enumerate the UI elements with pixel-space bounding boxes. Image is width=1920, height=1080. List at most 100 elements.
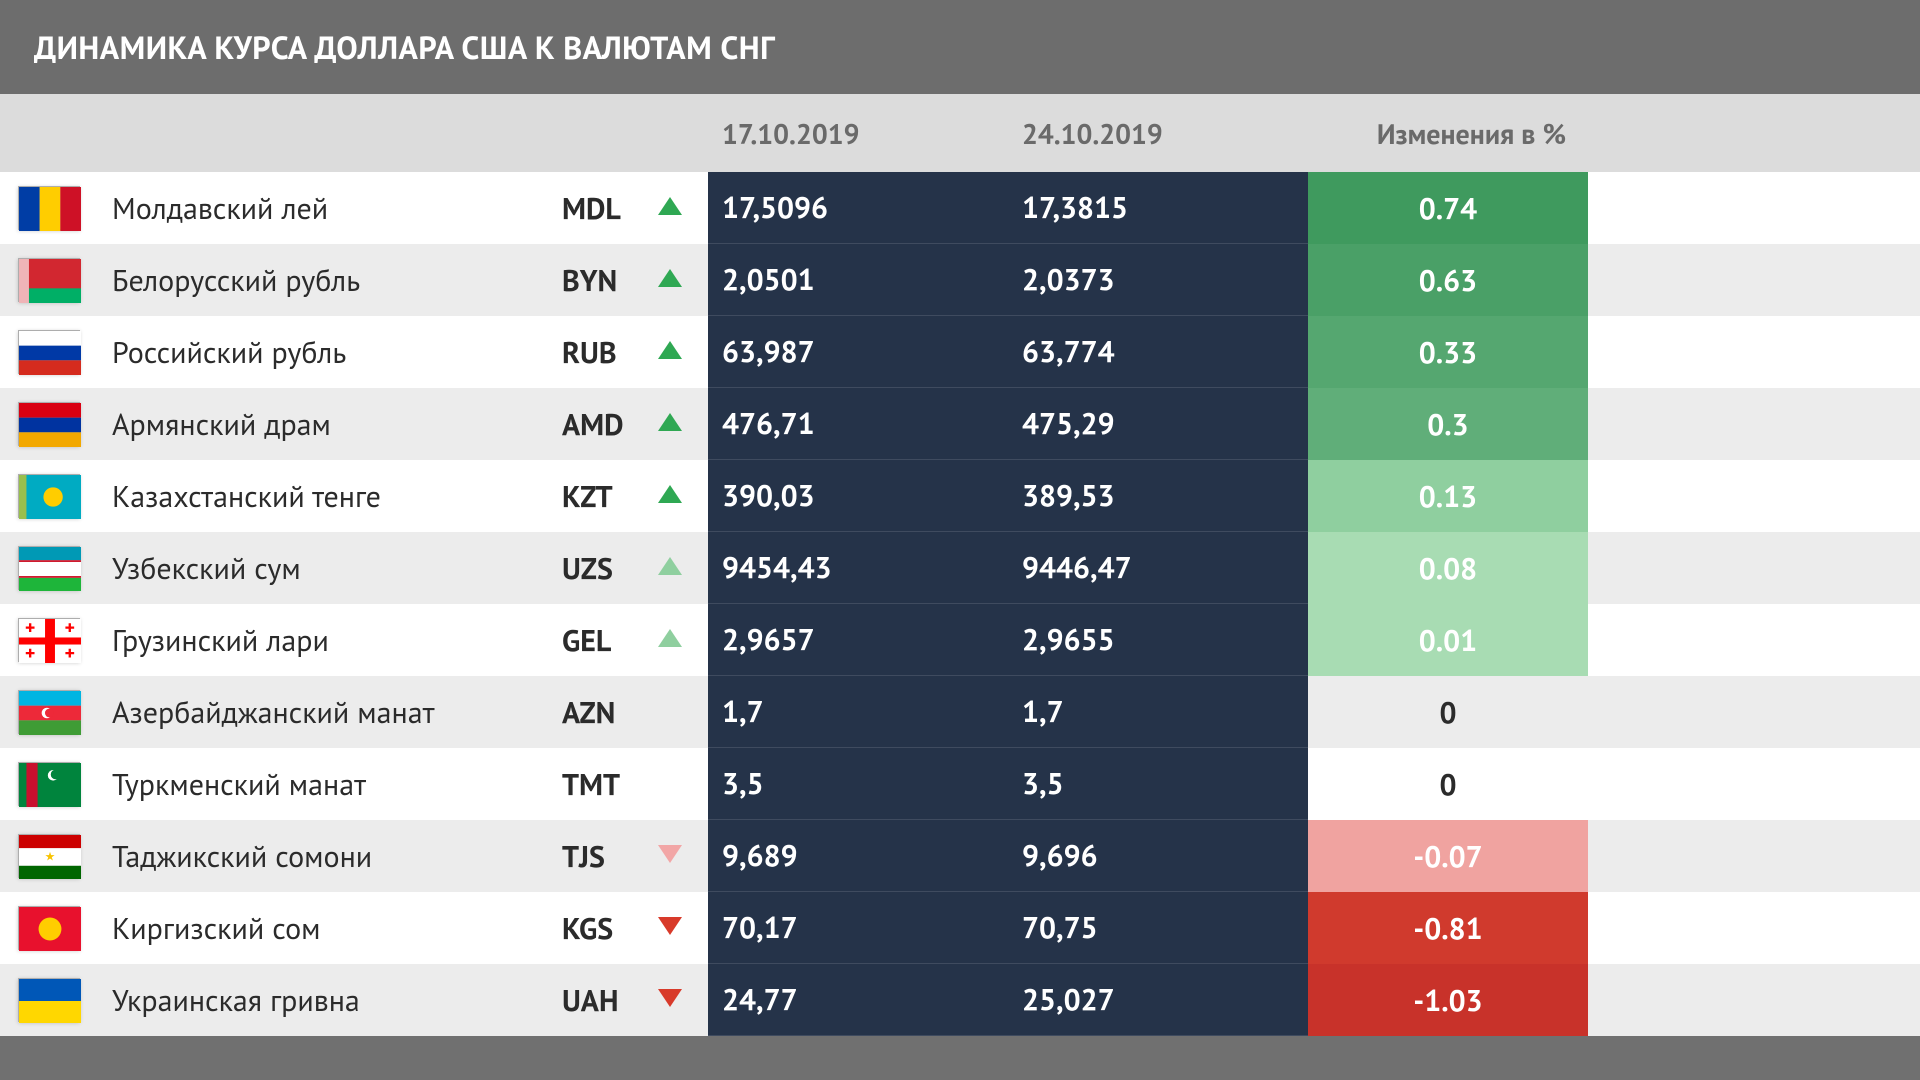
currency-code-cell: GEL [548, 604, 658, 676]
trend-arrow-cell [658, 964, 708, 1036]
svg-text:✚: ✚ [65, 621, 75, 636]
value-date2: 3,5 [1008, 748, 1308, 820]
currency-code: MDL [562, 189, 621, 228]
flag-icon [18, 474, 80, 518]
currency-code: AMD [562, 405, 624, 444]
value-date1: 1,7 [708, 676, 1008, 748]
svg-text:★: ★ [45, 850, 56, 865]
currency-name-cell: Российский рубль [98, 316, 548, 388]
currency-name-cell: Киргизский сом [98, 892, 548, 964]
currency-name: Таджикский сомони [112, 837, 372, 876]
trend-arrow-cell [658, 748, 708, 820]
value-text: 2,0373 [1022, 260, 1115, 299]
trend-arrow-cell [658, 604, 708, 676]
currency-code: UZS [562, 549, 613, 588]
table-body: Молдавский лей MDL 17,5096 17,3815 0.74 [0, 172, 1920, 1036]
currency-name: Азербайджанский манат [112, 693, 435, 732]
change-text: -0.07 [1413, 837, 1482, 876]
header-date-1: 17.10.2019 [708, 115, 1008, 152]
flag-cell [18, 676, 98, 748]
change-text: 0 [1439, 693, 1456, 732]
currency-code: AZN [562, 693, 615, 732]
value-date1: 70,17 [708, 892, 1008, 964]
value-date2: 475,29 [1008, 388, 1308, 460]
flag-cell [18, 748, 98, 820]
flag-cell [18, 172, 98, 244]
currency-name-cell: Казахстанский тенге [98, 460, 548, 532]
value-text: 1,7 [1022, 692, 1064, 731]
currency-code: TMT [562, 765, 620, 804]
currency-code-cell: KZT [548, 460, 658, 532]
currency-code: RUB [562, 333, 617, 372]
change-pct: -0.07 [1308, 820, 1588, 892]
currency-code-cell: TJS [548, 820, 658, 892]
table-row: Белорусский рубль BYN 2,0501 2,0373 0.63 [0, 244, 1920, 316]
change-pct: 0 [1308, 676, 1588, 748]
value-date1: 3,5 [708, 748, 1008, 820]
currency-name: Белорусский рубль [112, 261, 360, 300]
flag-cell [18, 388, 98, 460]
trend-arrow-cell [658, 820, 708, 892]
change-pct: 0.08 [1308, 532, 1588, 604]
change-pct: 0.33 [1308, 316, 1588, 388]
currency-code: GEL [562, 621, 611, 660]
currency-code-cell: UAH [548, 964, 658, 1036]
change-pct: 0.3 [1308, 388, 1588, 460]
value-date2: 9,696 [1008, 820, 1308, 892]
trend-arrow-icon [658, 989, 682, 1012]
value-date1: 24,77 [708, 964, 1008, 1036]
change-text: 0.3 [1427, 405, 1468, 444]
trend-arrow-icon [658, 269, 682, 292]
value-date2: 389,53 [1008, 460, 1308, 532]
trend-arrow-icon [658, 197, 682, 220]
currency-code: BYN [562, 261, 617, 300]
table-row: ✚ ✚ ✚ ✚ Грузинский лари GEL 2,9657 2,965… [0, 604, 1920, 676]
change-pct: 0.63 [1308, 244, 1588, 316]
value-date2: 9446,47 [1008, 532, 1308, 604]
flag-cell: ✚ ✚ ✚ ✚ [18, 604, 98, 676]
table-row: Туркменский манат TMT 3,5 3,5 0 [0, 748, 1920, 820]
table-row: Казахстанский тенге KZT 390,03 389,53 0.… [0, 460, 1920, 532]
flag-cell [18, 532, 98, 604]
value-text: 476,71 [722, 404, 815, 443]
flag-icon [18, 762, 80, 806]
value-date1: 63,987 [708, 316, 1008, 388]
flag-icon [18, 978, 80, 1022]
value-date1: 17,5096 [708, 172, 1008, 244]
flag-cell [18, 244, 98, 316]
change-text: 0.01 [1419, 621, 1477, 660]
svg-text:✚: ✚ [25, 647, 35, 662]
value-text: 3,5 [722, 764, 764, 803]
trend-arrow-icon [658, 485, 682, 508]
trend-arrow-icon [658, 557, 682, 580]
flag-icon [18, 330, 80, 374]
change-pct: 0.01 [1308, 604, 1588, 676]
value-text: 70,17 [722, 908, 798, 947]
value-text: 9,689 [722, 836, 798, 875]
value-text: 70,75 [1022, 908, 1098, 947]
currency-name: Армянский драм [112, 405, 331, 444]
value-date2: 25,027 [1008, 964, 1308, 1036]
change-text: 0.33 [1419, 333, 1477, 372]
value-text: 475,29 [1022, 404, 1115, 443]
value-date2: 2,9655 [1008, 604, 1308, 676]
value-date1: 2,0501 [708, 244, 1008, 316]
trend-arrow-cell [658, 244, 708, 316]
value-text: 389,53 [1022, 476, 1115, 515]
value-date1: 9,689 [708, 820, 1008, 892]
currency-name: Российский рубль [112, 333, 346, 372]
trend-arrow-icon [658, 629, 682, 652]
flag-cell: ★ [18, 820, 98, 892]
currency-name: Туркменский манат [112, 765, 366, 804]
table-row: Молдавский лей MDL 17,5096 17,3815 0.74 [0, 172, 1920, 244]
flag-icon [18, 546, 80, 590]
value-date2: 1,7 [1008, 676, 1308, 748]
trend-arrow-icon [658, 845, 682, 868]
currency-name: Грузинский лари [112, 621, 329, 660]
currency-code: TJS [562, 837, 605, 876]
change-pct: -1.03 [1308, 964, 1588, 1036]
change-text: -0.81 [1413, 909, 1482, 948]
currency-name-cell: Армянский драм [98, 388, 548, 460]
flag-cell [18, 316, 98, 388]
currency-code-cell: TMT [548, 748, 658, 820]
